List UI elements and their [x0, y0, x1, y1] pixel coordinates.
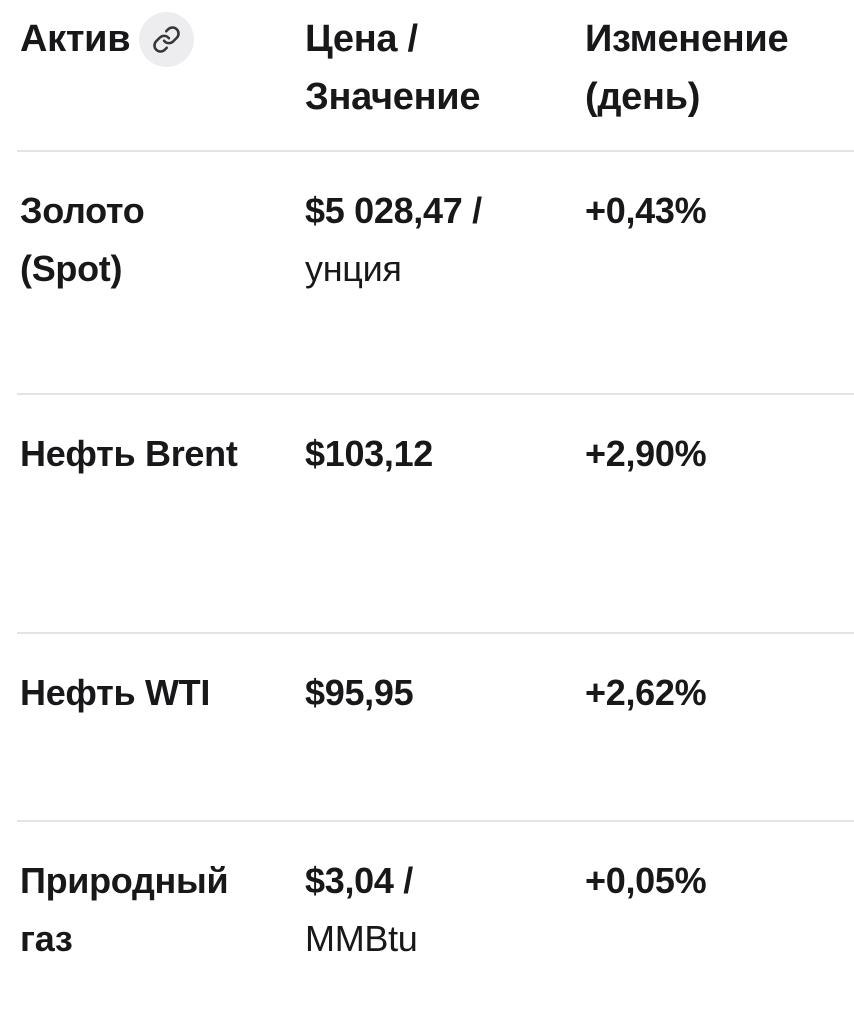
price-value: $5 028,47 /	[305, 190, 482, 231]
column-header-asset-label: Актив	[20, 18, 131, 60]
price-cell: $103,12	[305, 425, 585, 483]
asset-name: Природный газ	[20, 860, 229, 959]
asset-name: Нефть Brent	[20, 433, 238, 474]
table-header: Актив Цена / Значение Изменение (день)	[0, 0, 854, 150]
asset-name: Золото (Spot)	[20, 190, 145, 289]
price-unit: унция	[305, 248, 402, 289]
price-value: $3,04 /	[305, 860, 413, 901]
change-value: +2,62%	[585, 672, 707, 713]
row-divider	[17, 632, 854, 634]
row-divider	[17, 393, 854, 395]
price-cell: $3,04 / MMBtu	[305, 852, 585, 968]
change-value: +2,90%	[585, 433, 707, 474]
price-cell: $95,95	[305, 664, 585, 722]
asset-name: Нефть WTI	[20, 672, 211, 713]
price-value: $103,12	[305, 433, 434, 474]
column-header-price: Цена / Значение	[305, 18, 481, 118]
column-header-change: Изменение (день)	[585, 18, 789, 118]
row-divider	[17, 150, 854, 152]
price-unit: MMBtu	[305, 918, 418, 959]
link-icon	[153, 25, 181, 53]
table-row-brent: Нефть Brent $103,12 +2,90%	[0, 395, 854, 632]
table-row-wti: Нефть WTI $95,95 +2,62%	[0, 634, 854, 820]
anchor-link-button[interactable]	[139, 11, 195, 67]
row-divider	[17, 820, 854, 822]
price-cell: $5 028,47 / унция	[305, 182, 585, 298]
price-value: $95,95	[305, 672, 414, 713]
column-header-asset: Актив	[20, 10, 305, 68]
table-row-gold-spot: Золото (Spot) $5 028,47 / унция +0,43%	[0, 152, 854, 393]
change-value: +0,05%	[585, 860, 707, 901]
change-value: +0,43%	[585, 190, 707, 231]
table-row-natural-gas: Природный газ $3,04 / MMBtu +0,05%	[0, 822, 854, 1022]
